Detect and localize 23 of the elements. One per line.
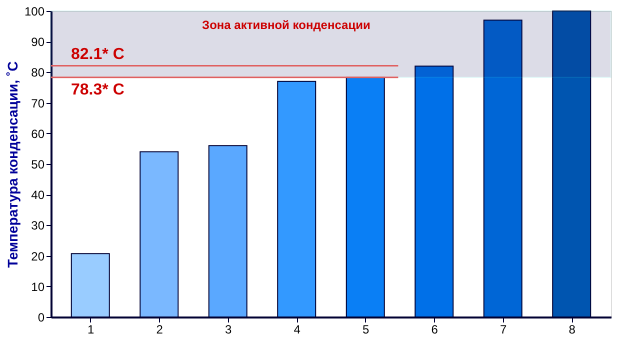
y-tick-label: 40 (31, 188, 45, 202)
y-tick-label: 80 (31, 66, 45, 80)
x-tick-label: 8 (568, 322, 576, 336)
x-tick-label: 6 (431, 322, 438, 336)
y-tick-label: 100 (24, 4, 45, 18)
x-tick-label: 4 (294, 322, 301, 336)
y-axis-title: Температура конденсации, ˚C (4, 61, 20, 268)
y-tick-label: 90 (31, 35, 45, 50)
band-label: Зона активной конденсации (202, 18, 370, 32)
y-tick-label: 20 (31, 249, 45, 264)
x-tick-label: 3 (225, 322, 232, 336)
y-tick-label: 60 (31, 126, 45, 141)
y-tick-label: 70 (31, 96, 45, 110)
y-tick-label: 50 (31, 158, 45, 172)
y-tick-label: 10 (31, 280, 45, 294)
ref-line-label: 78.3* C (71, 81, 125, 98)
x-tick-label: 5 (362, 322, 370, 336)
y-tick-label: 0 (38, 310, 45, 324)
x-tick-label: 1 (88, 322, 95, 336)
x-tick-label: 7 (500, 322, 508, 336)
y-tick-label: 30 (31, 218, 45, 233)
ref-line-label: 82.1* C (71, 46, 125, 63)
x-tick-label: 2 (156, 322, 164, 336)
